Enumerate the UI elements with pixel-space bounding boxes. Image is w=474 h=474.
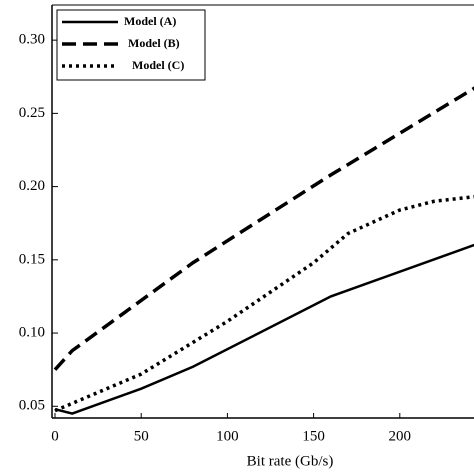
y-tick-label: 0.25 — [19, 105, 45, 121]
x-tick-label: 150 — [302, 428, 325, 444]
legend-label: Model (A) — [124, 14, 176, 28]
x-tick-label: 100 — [216, 428, 239, 444]
y-tick-label: 0.15 — [19, 251, 45, 267]
legend-label: Model (C) — [132, 58, 184, 72]
x-tick-label: 0 — [51, 428, 59, 444]
line — [54, 243, 474, 415]
x-axis-label: Bit rate (Gb/s) — [247, 453, 334, 469]
y-tick-label: 0.10 — [19, 324, 45, 340]
line — [53, 86, 474, 371]
legend-label: Model (B) — [128, 36, 180, 50]
y-tick-label: 0.20 — [19, 178, 45, 194]
line — [54, 194, 474, 413]
x-tick-label: 50 — [134, 428, 149, 444]
y-tick-label: 0.05 — [19, 398, 45, 414]
x-tick-label: 200 — [389, 428, 412, 444]
y-tick-label: 0.30 — [19, 32, 45, 48]
legend-box — [56, 9, 206, 81]
